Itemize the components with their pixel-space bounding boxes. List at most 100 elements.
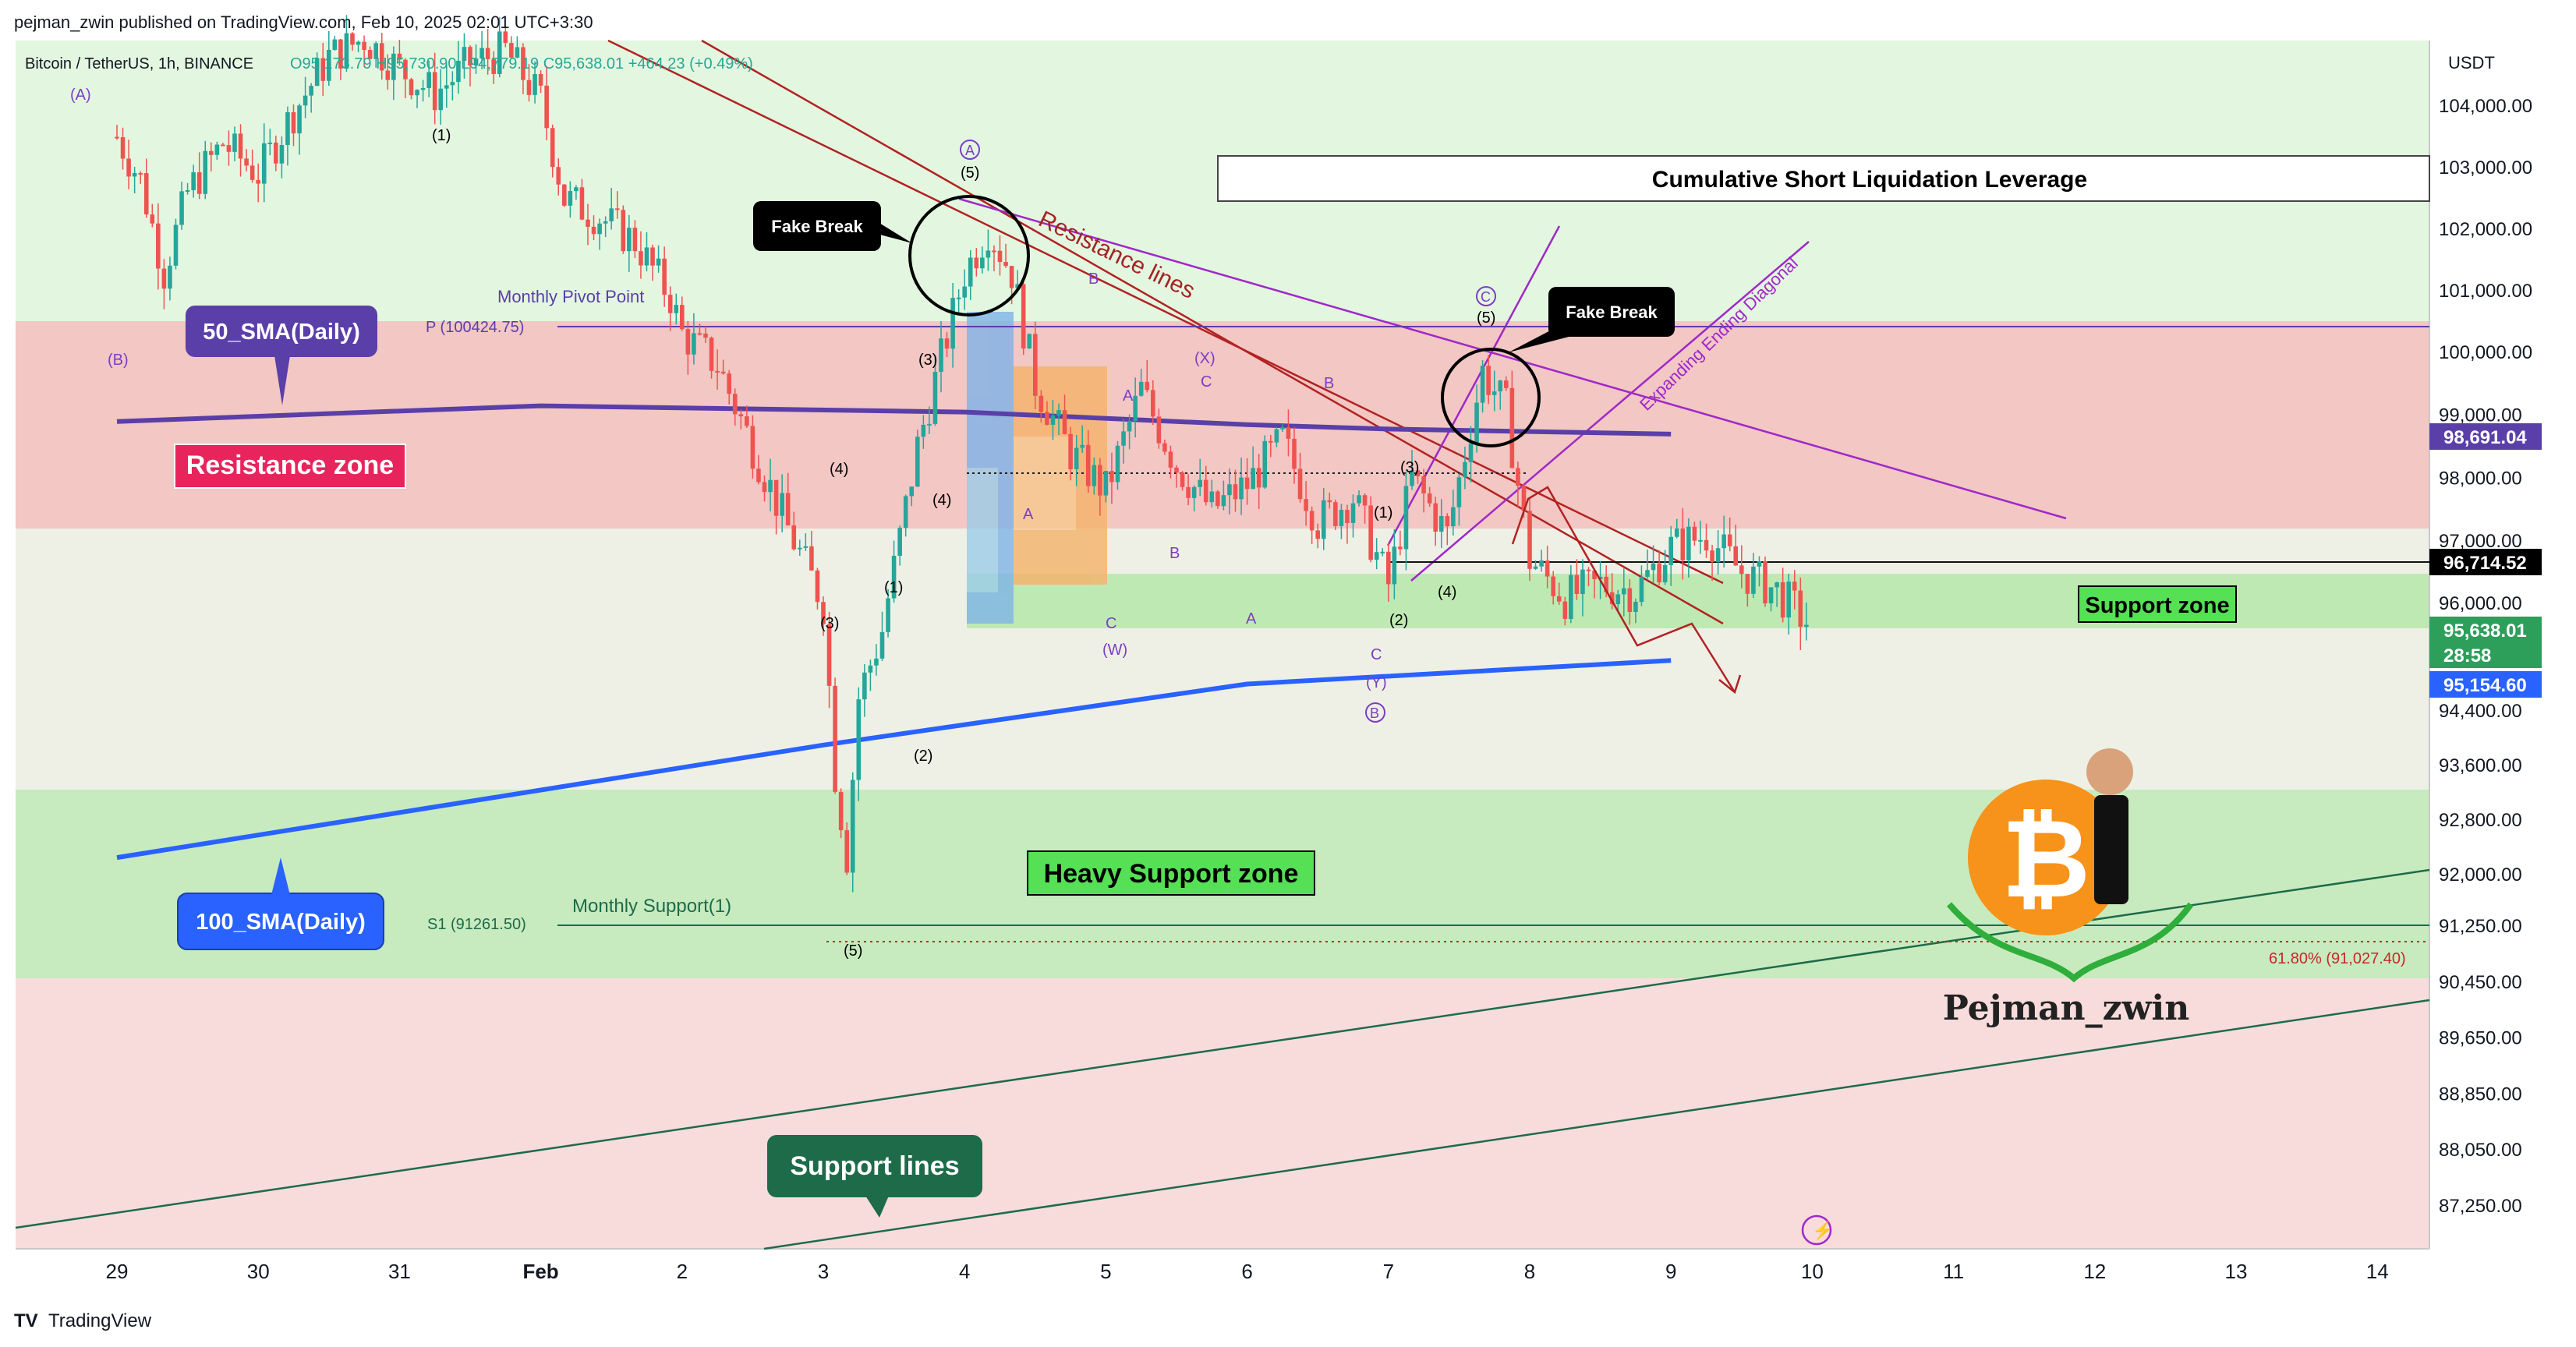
support-line-2 (763, 999, 2430, 1250)
candle-body (1362, 495, 1368, 506)
pivot-value-label: P (100424.75) (426, 319, 524, 336)
fake-break-callout-1: Fake Break (753, 201, 912, 251)
x-tick-16: 14 (2366, 1260, 2389, 1283)
candle-body (939, 338, 943, 372)
candle-body (161, 268, 167, 289)
candle-body (1633, 602, 1638, 613)
candle-body (1757, 561, 1762, 567)
candle-body (521, 47, 525, 80)
candle-body (1509, 387, 1515, 468)
candle-body (844, 830, 849, 873)
candle-body (609, 208, 614, 221)
candle-body (1350, 503, 1356, 523)
candle-body (209, 150, 214, 155)
candle-body (1733, 546, 1739, 566)
candle-body (327, 49, 331, 81)
candle-body (1027, 334, 1032, 349)
candle-body (1680, 528, 1686, 560)
candle-body (720, 371, 726, 374)
candle-body (962, 286, 967, 298)
y-tick-7: 97,000.00 (2439, 531, 2522, 552)
candle-body (1009, 266, 1014, 288)
candles (115, 15, 1809, 893)
candle-body (1545, 560, 1550, 577)
candle-body (1115, 445, 1120, 483)
candle-body (1562, 601, 1568, 619)
candle-body (1751, 566, 1756, 594)
resistance-zone-label: Resistance zone (186, 451, 394, 480)
candle-body (1739, 565, 1744, 575)
candle-body (1474, 402, 1479, 444)
fake-break-2-text: Fake Break (1566, 302, 1658, 322)
price-tag-bg-1 (2429, 549, 2542, 575)
candle-body (1321, 500, 1326, 539)
candle-body (656, 258, 661, 266)
candle-body (320, 58, 326, 81)
support-value-label: S1 (91261.50) (427, 916, 526, 933)
candle-body (1456, 477, 1462, 507)
candle-body (1604, 576, 1608, 592)
support-lines-box (767, 1135, 982, 1197)
candle-body (1315, 530, 1320, 539)
candle-body (773, 479, 779, 516)
candle-body (1186, 486, 1191, 498)
candle-body (703, 333, 708, 338)
neutral-bg (16, 529, 2429, 790)
candle-body (992, 250, 996, 253)
fake-break-circle-1 (908, 195, 1030, 316)
candle-body (1256, 468, 1261, 488)
candle-body (1333, 502, 1338, 526)
candle-body (221, 144, 225, 147)
candle-body (674, 305, 679, 313)
diagonal-line-2 (1410, 241, 1810, 582)
candle-body (1651, 563, 1656, 571)
candle-body (1327, 500, 1332, 503)
lightning-icon[interactable] (1801, 1214, 1832, 1246)
candle-body (1468, 443, 1474, 462)
price-tags: 98,691.04 96,714.52 95,638.01 28:58 95,154.6… (2429, 423, 2542, 698)
candle-body (833, 685, 837, 792)
price-tag-1: 96,714.52 (2443, 553, 2527, 574)
candle-body (568, 191, 573, 206)
candle-body (1109, 471, 1114, 483)
wave-B-c: B (1169, 545, 1180, 562)
candle-body (150, 214, 155, 224)
wave-four-a: (4) (932, 492, 951, 509)
candle-body (850, 780, 855, 873)
candle-body (1309, 511, 1315, 531)
candle-body (1039, 395, 1044, 412)
candle-body (1480, 366, 1485, 403)
candle-body (1491, 391, 1497, 395)
candle-body (1580, 569, 1585, 595)
candle-body (473, 58, 479, 66)
wave-X: (X) (1194, 350, 1215, 367)
candle-body (1775, 582, 1779, 588)
candle-body (1804, 624, 1809, 628)
wave-four-b: (4) (830, 461, 848, 478)
logo-swoosh (1946, 902, 2194, 983)
series-100_SMA(Daily) (116, 658, 1672, 861)
candle-body (373, 43, 378, 59)
y-tick-8: 96,000.00 (2439, 593, 2522, 614)
sma100-callout: 100_SMA(Daily) (177, 857, 384, 950)
candle-body (1156, 416, 1162, 444)
candle-body (868, 665, 873, 673)
candle-body (915, 437, 920, 487)
candle-body (115, 136, 119, 139)
candle-body (550, 128, 555, 168)
candle-body (1180, 472, 1185, 487)
y-tick-12: 92,000.00 (2439, 864, 2522, 886)
candle-body (1262, 440, 1268, 488)
candle-body (1133, 395, 1138, 421)
candle-body (1527, 511, 1532, 569)
candle-body (1056, 410, 1061, 416)
candle-body (1433, 503, 1438, 532)
candle-body (1721, 534, 1726, 549)
x-tick-3: Feb (522, 1260, 558, 1283)
candle-body (203, 150, 208, 194)
support-lines-tail (865, 1196, 889, 1218)
sma50-callout-tail (274, 355, 290, 405)
candle-body (1574, 575, 1580, 595)
price-tag-bg-2 (2429, 617, 2542, 643)
candle-body (173, 224, 179, 266)
